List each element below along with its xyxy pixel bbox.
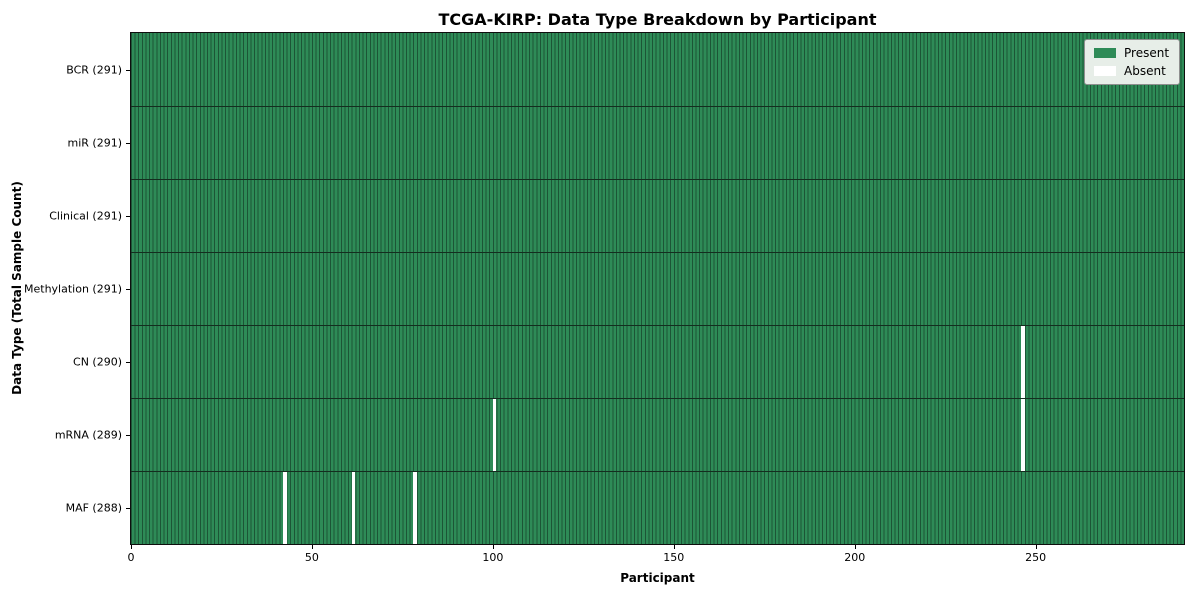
- x-tick-mark: [1035, 545, 1037, 549]
- x-tick-mark: [854, 545, 856, 549]
- y-tick-label: miR (291): [67, 136, 123, 149]
- x-tick-mark: [131, 545, 132, 549]
- heatmap-row-clinical: [131, 179, 1184, 252]
- y-tick-mark: [126, 507, 130, 509]
- y-tick-mark: [126, 361, 130, 363]
- legend-swatch-icon: [1094, 48, 1116, 58]
- y-tick-label: BCR (291): [66, 63, 122, 76]
- legend-label: Absent: [1124, 64, 1166, 78]
- legend: Present Absent: [1084, 39, 1181, 85]
- x-tick-label: 200: [844, 551, 866, 564]
- heatmap-row-mir: [131, 106, 1184, 179]
- row-separator: [131, 106, 1184, 107]
- absent-bar: [1021, 398, 1025, 471]
- legend-swatch-icon: [1094, 66, 1116, 76]
- x-tick-label: 50: [304, 551, 319, 564]
- heatmap-row-bcr: [131, 33, 1184, 106]
- legend-label: Present: [1124, 46, 1170, 60]
- y-tick-mark: [126, 142, 130, 144]
- heatmap-row-cn: [131, 325, 1184, 398]
- y-tick-mark: [126, 215, 130, 217]
- x-tick-label: 250: [1025, 551, 1047, 564]
- absent-bar: [282, 471, 287, 544]
- absent-bar: [492, 398, 497, 471]
- x-axis-label: Participant: [620, 571, 695, 585]
- plot-area: [130, 32, 1185, 545]
- legend-entry-absent: Absent: [1094, 65, 1169, 77]
- x-tick-mark: [673, 545, 675, 549]
- y-tick-mark: [126, 434, 130, 436]
- y-tick-label: Clinical (291): [49, 209, 122, 222]
- chart-title: TCGA-KIRP: Data Type Breakdown by Partic…: [438, 10, 877, 29]
- absent-bar: [1021, 325, 1025, 398]
- heatmap-row-maf: [131, 471, 1184, 544]
- row-separator: [131, 398, 1184, 399]
- heatmap-row-mrna: [131, 398, 1184, 471]
- y-tick-label: Methylation (291): [24, 282, 122, 295]
- x-tick-label: 0: [127, 551, 135, 564]
- row-separator: [131, 471, 1184, 472]
- y-tick-label: mRNA (289): [54, 428, 122, 441]
- x-tick-mark: [492, 545, 494, 549]
- x-tick-label: 150: [663, 551, 685, 564]
- heatmap-row-methylation: [131, 252, 1184, 325]
- legend-entry-present: Present: [1094, 47, 1169, 59]
- y-tick-label: CN (290): [73, 355, 122, 368]
- row-separator: [131, 325, 1184, 326]
- row-separator: [131, 179, 1184, 180]
- x-tick-label: 100: [482, 551, 504, 564]
- x-tick-mark: [311, 545, 313, 549]
- y-tick-label: MAF (288): [65, 501, 122, 514]
- absent-bar: [413, 471, 417, 544]
- y-tick-mark: [126, 69, 130, 71]
- absent-bar: [351, 471, 356, 544]
- y-tick-mark: [126, 288, 130, 290]
- row-separator: [131, 252, 1184, 253]
